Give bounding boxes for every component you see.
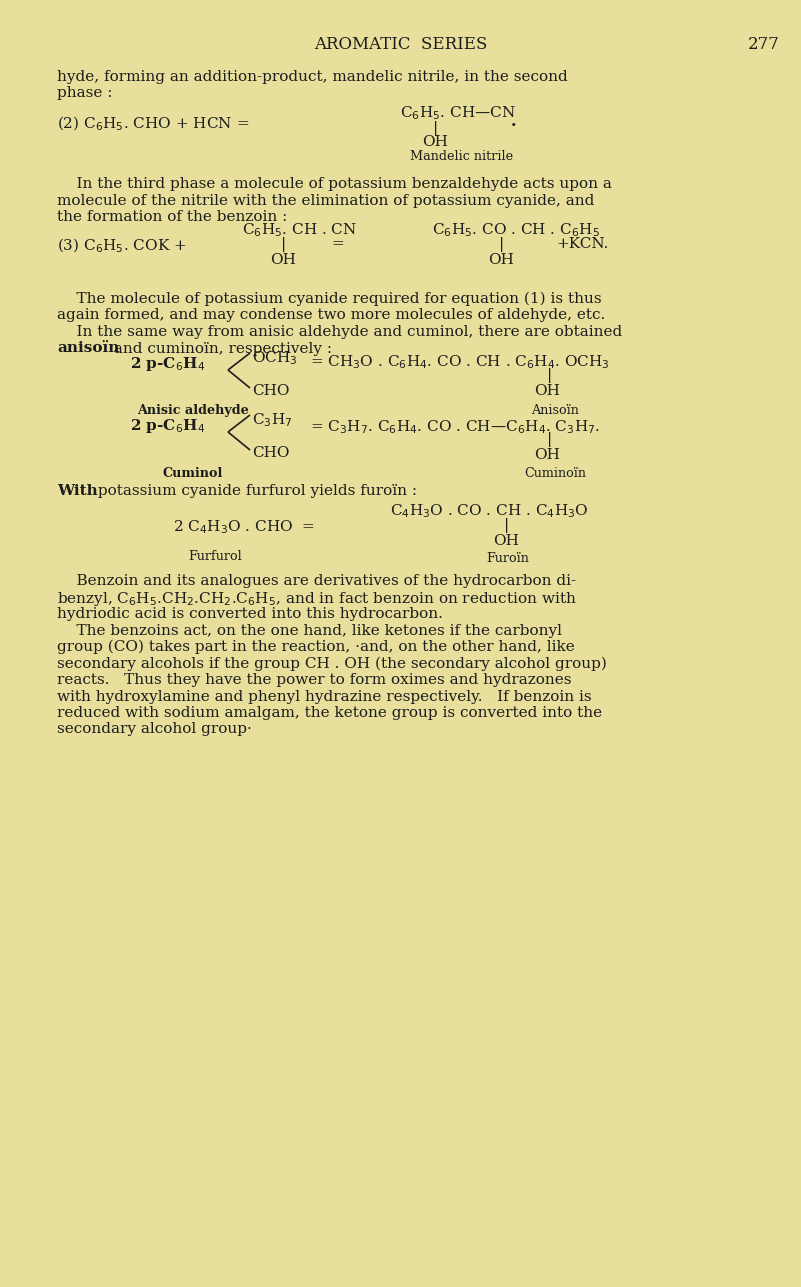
Text: CHO: CHO [252, 447, 289, 459]
Text: OCH$_3$: OCH$_3$ [252, 349, 297, 367]
Text: (2) C$_6$H$_5$. CHO + HCN =: (2) C$_6$H$_5$. CHO + HCN = [57, 115, 249, 134]
Text: and cuminoïn, respectively :: and cuminoïn, respectively : [109, 341, 332, 355]
Text: Mandelic nitrile: Mandelic nitrile [410, 149, 513, 162]
Text: = C$_3$H$_7$. C$_6$H$_4$. CO . CH—C$_6$H$_4$. C$_3$H$_7$.: = C$_3$H$_7$. C$_6$H$_4$. CO . CH—C$_6$H… [310, 418, 600, 436]
Text: reduced with sodium amalgam, the ketone group is converted into the: reduced with sodium amalgam, the ketone … [57, 707, 602, 719]
Text: molecule of the nitrile with the elimination of potassium cyanide, and: molecule of the nitrile with the elimina… [57, 193, 594, 207]
Text: secondary alcohol group·: secondary alcohol group· [57, 722, 252, 736]
Text: reacts.   Thus they have the power to form oximes and hydrazones: reacts. Thus they have the power to form… [57, 673, 571, 687]
Text: OH: OH [534, 384, 560, 398]
Text: C$_6$H$_5$. CH—CN: C$_6$H$_5$. CH—CN [400, 104, 516, 122]
Text: OH: OH [493, 534, 519, 548]
Text: In the same way from anisic aldehyde and cuminol, there are obtained: In the same way from anisic aldehyde and… [57, 326, 622, 338]
Text: hyde, forming an addition-product, mandelic nitrile, in the second: hyde, forming an addition-product, mande… [57, 69, 568, 84]
Text: Cuminoïn: Cuminoïn [524, 467, 586, 480]
Text: the formation of the benzoin :: the formation of the benzoin : [57, 210, 288, 224]
Text: again formed, and may condense two more molecules of aldehyde, etc.: again formed, and may condense two more … [57, 309, 606, 323]
Text: OH: OH [422, 135, 448, 149]
Text: The benzoins act, on the one hand, like ketones if the carbonyl: The benzoins act, on the one hand, like … [57, 623, 562, 637]
Text: Anisoïn: Anisoïn [531, 404, 579, 417]
Text: 2 p-C$_6$H$_4$: 2 p-C$_6$H$_4$ [130, 417, 205, 435]
Text: group (CO) takes part in the reaction, ·and, on the other hand, like: group (CO) takes part in the reaction, ·… [57, 640, 575, 654]
Text: +KCN.: +KCN. [556, 237, 609, 251]
Text: AROMATIC  SERIES: AROMATIC SERIES [314, 36, 488, 53]
Text: |: | [281, 237, 287, 252]
Text: C$_6$H$_5$. CH . CN: C$_6$H$_5$. CH . CN [242, 221, 357, 238]
Text: (3) C$_6$H$_5$. COK +: (3) C$_6$H$_5$. COK + [57, 237, 187, 255]
Text: secondary alcohols if the group CH . OH (the secondary alcohol group): secondary alcohols if the group CH . OH … [57, 656, 607, 671]
Text: |: | [499, 237, 505, 252]
Text: = CH$_3$O . C$_6$H$_4$. CO . CH . C$_6$H$_4$. OCH$_3$: = CH$_3$O . C$_6$H$_4$. CO . CH . C$_6$H… [310, 353, 610, 371]
Text: C$_3$H$_7$: C$_3$H$_7$ [252, 411, 292, 429]
Text: benzyl, C$_6$H$_5$.CH$_2$.CH$_2$.C$_6$H$_5$, and in fact benzoin on reduction wi: benzyl, C$_6$H$_5$.CH$_2$.CH$_2$.C$_6$H$… [57, 591, 577, 609]
Text: Benzoin and its analogues are derivatives of the hydrocarbon di-: Benzoin and its analogues are derivative… [57, 574, 576, 588]
Text: with hydroxylamine and phenyl hydrazine respectively.   If benzoin is: with hydroxylamine and phenyl hydrazine … [57, 690, 592, 704]
Text: With: With [57, 484, 98, 498]
Text: C$_4$H$_3$O . CO . CH . C$_4$H$_3$O: C$_4$H$_3$O . CO . CH . C$_4$H$_3$O [390, 502, 589, 520]
Text: Furfurol: Furfurol [188, 550, 242, 562]
Text: Furoïn: Furoïn [486, 552, 529, 565]
Text: =: = [332, 237, 344, 251]
Text: OH: OH [488, 254, 514, 266]
Text: .: . [510, 108, 517, 131]
Text: phase :: phase : [57, 86, 112, 100]
Text: Cuminol: Cuminol [163, 467, 223, 480]
Text: CHO: CHO [252, 384, 289, 398]
Text: OH: OH [270, 254, 296, 266]
Text: 2 C$_4$H$_3$O . CHO  =: 2 C$_4$H$_3$O . CHO = [173, 517, 315, 535]
Text: anisoïn: anisoïn [57, 341, 119, 355]
Text: In the third phase a molecule of potassium benzaldehyde acts upon a: In the third phase a molecule of potassi… [57, 178, 612, 190]
Text: Anisic aldehyde: Anisic aldehyde [137, 404, 249, 417]
Text: |: | [547, 432, 553, 447]
Text: |: | [505, 517, 509, 533]
Text: hydriodic acid is converted into this hydrocarbon.: hydriodic acid is converted into this hy… [57, 607, 443, 622]
Text: OH: OH [534, 448, 560, 462]
Text: C$_6$H$_5$. CO . CH . C$_6$H$_5$: C$_6$H$_5$. CO . CH . C$_6$H$_5$ [432, 221, 600, 238]
Text: 277: 277 [748, 36, 780, 53]
Text: potassium cyanide furfurol yields furoïn :: potassium cyanide furfurol yields furoïn… [93, 484, 417, 498]
Text: |: | [547, 368, 553, 384]
Text: The molecule of potassium cyanide required for equation (1) is thus: The molecule of potassium cyanide requir… [57, 292, 602, 306]
Text: 2 p-C$_6$H$_4$: 2 p-C$_6$H$_4$ [130, 355, 205, 373]
Text: |: | [433, 121, 439, 135]
